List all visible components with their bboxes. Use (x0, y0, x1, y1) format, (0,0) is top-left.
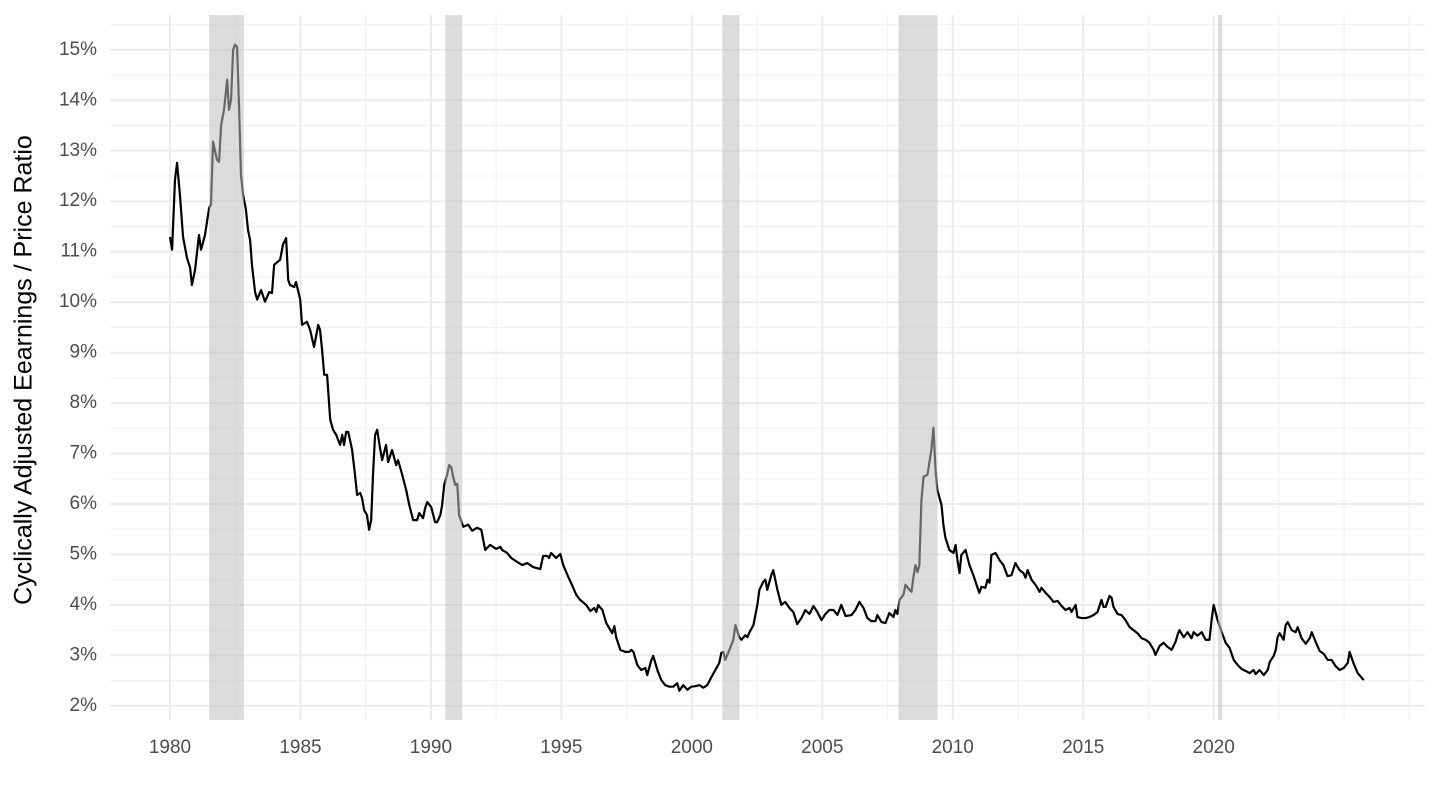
recession-shade (445, 15, 463, 720)
y-tick-label: 9% (70, 342, 98, 363)
y-tick-label: 5% (70, 543, 98, 564)
y-tick-label: 7% (70, 443, 98, 464)
data-line (168, 43, 1365, 692)
y-tick-label: 11% (60, 241, 97, 262)
x-tick-label: 2015 (1062, 737, 1104, 758)
x-tick-label: 2020 (1193, 737, 1235, 758)
y-tick-label: 12% (59, 190, 97, 211)
recession-shade (209, 15, 244, 720)
y-tick-label: 15% (59, 39, 97, 60)
x-tick-label: 1990 (410, 737, 452, 758)
y-tick-label: 10% (59, 291, 97, 312)
y-tick-label: 2% (70, 695, 98, 716)
y-tick-label: 4% (70, 594, 98, 615)
recession-shade (898, 15, 938, 720)
y-tick-label: 3% (70, 644, 98, 665)
y-tick-label: 14% (59, 89, 97, 110)
x-tick-label: 1995 (540, 737, 582, 758)
y-tick-label: 13% (59, 140, 97, 161)
x-tick-label: 1985 (279, 737, 321, 758)
recession-shade (1218, 15, 1223, 720)
x-tick-label: 1980 (149, 737, 191, 758)
x-tick-label: 2000 (671, 737, 713, 758)
y-tick-label: 6% (70, 493, 98, 514)
x-tick-label: 2005 (801, 737, 843, 758)
y-axis-title: Cyclically Adjusted Eearnings / Price Ra… (10, 135, 38, 605)
x-tick-label: 2010 (932, 737, 974, 758)
y-tick-label: 8% (70, 392, 98, 413)
recession-shade (722, 15, 740, 720)
